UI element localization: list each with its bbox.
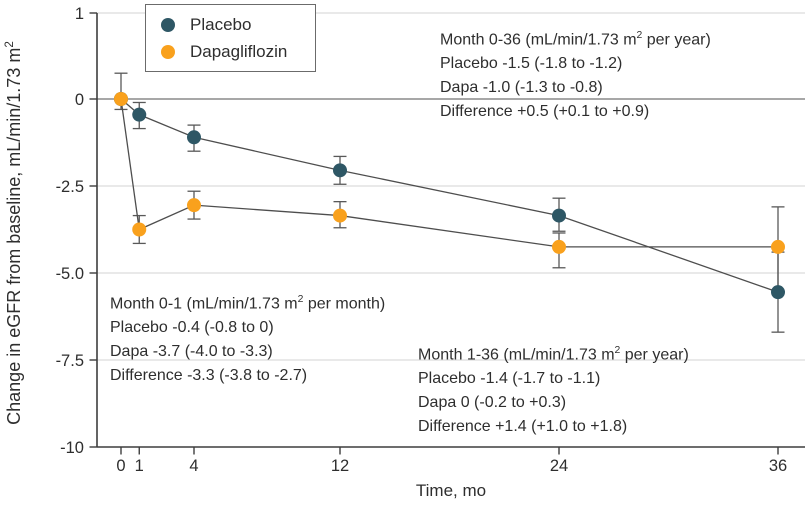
x-tick-label: 36	[769, 457, 787, 475]
annotation-heading-part: per year)	[642, 31, 711, 49]
data-point-placebo-m4	[187, 130, 201, 145]
annotation-heading-part: Month 0-36 (mL/min/1.73 m	[440, 31, 637, 49]
x-tick-label: 4	[189, 457, 198, 475]
legend-label: Placebo	[190, 14, 252, 34]
y-tick-label: 0	[75, 91, 84, 109]
y-axis-title-superscript: 2	[3, 41, 16, 48]
annotation-line: Placebo -0.4 (-0.8 to 0)	[110, 319, 274, 337]
annotation-heading-part: Month 1-36 (mL/min/1.73 m	[418, 346, 615, 364]
annotation-line: Dapa -1.0 (-1.3 to -0.8)	[440, 79, 603, 97]
y-axis-title-text: Change in eGFR from baseline, mL/min/1.7…	[4, 47, 24, 425]
annotation-heading-part: per year)	[620, 346, 689, 364]
y-tick-label: -7.5	[56, 352, 84, 370]
x-tick-label: 1	[135, 457, 144, 475]
annotation-month-0-1: Month 0-1 (mL/min/1.73 m2 per month) Plac…	[110, 288, 385, 388]
annotation-heading: Month 1-36 (mL/min/1.73 m2 per year)	[418, 339, 689, 367]
series-line-dapagliflozin	[120, 98, 778, 248]
annotation-line: Difference -3.3 (-3.8 to -2.7)	[110, 367, 308, 385]
legend-entry-placebo: Placebo	[146, 11, 315, 38]
data-point-dapagliflozin-m36	[771, 239, 785, 254]
annotation-line: Placebo -1.4 (-1.7 to -1.1)	[418, 370, 601, 388]
y-tick-label: 1	[75, 5, 84, 23]
placebo-marker-icon	[161, 17, 175, 32]
x-tick-label: 24	[550, 457, 568, 475]
legend-label: Dapagliflozin	[190, 41, 288, 61]
annotation-heading-part: 2	[614, 345, 621, 356]
data-point-placebo-m12	[333, 163, 347, 178]
data-point-dapagliflozin-m24	[552, 239, 566, 254]
x-tick-label: 12	[331, 457, 349, 475]
y-tick-label: -5.0	[56, 265, 84, 283]
y-tick-label: -2.5	[56, 178, 84, 196]
legend-entry-dapagliflozin: Dapagliflozin	[146, 38, 315, 65]
annotation-heading-part: Month 0-1 (mL/min/1.73 m	[110, 295, 298, 313]
annotation-heading: Month 0-36 (mL/min/1.73 m2 per year)	[440, 24, 711, 52]
annotation-line: Difference +1.4 (+1.0 to +1.8)	[418, 418, 628, 436]
data-point-dapagliflozin-m0	[114, 92, 128, 106]
y-axis-title: Change in eGFR from baseline, mL/min/1.7…	[3, 0, 27, 468]
series-line-placebo	[120, 98, 779, 293]
legend: Placebo Dapagliflozin	[145, 4, 316, 72]
data-point-dapagliflozin-m4	[187, 198, 201, 213]
data-point-placebo-m36	[771, 285, 785, 300]
annotation-line: Difference +0.5 (+0.1 to +0.9)	[440, 103, 650, 121]
annotation-line: Dapa -3.7 (-4.0 to -3.3)	[110, 343, 273, 361]
x-axis-title: Time, mo	[415, 481, 487, 500]
annotation-heading-part: per month)	[303, 295, 386, 313]
data-point-placebo-m1	[132, 107, 147, 122]
data-point-placebo-m24	[552, 208, 566, 223]
annotation-heading-part: 2	[636, 30, 643, 41]
y-tick-label: -10	[60, 439, 84, 457]
annotation-month-1-36: Month 1-36 (mL/min/1.73 m2 per year) Plac…	[418, 339, 689, 439]
annotation-line: Placebo -1.5 (-1.8 to -1.2)	[440, 55, 623, 73]
x-tick-label: 0	[116, 457, 125, 475]
annotation-heading-part: 2	[297, 294, 304, 305]
data-point-dapagliflozin-m12	[333, 208, 347, 223]
annotation-month-0-36: Month 0-36 (mL/min/1.73 m2 per year) Plac…	[440, 24, 711, 124]
dapagliflozin-marker-icon	[161, 44, 175, 59]
annotation-heading: Month 0-1 (mL/min/1.73 m2 per month)	[110, 288, 385, 316]
annotation-line: Dapa 0 (-0.2 to +0.3)	[418, 394, 567, 412]
data-point-dapagliflozin-m1	[132, 222, 147, 237]
